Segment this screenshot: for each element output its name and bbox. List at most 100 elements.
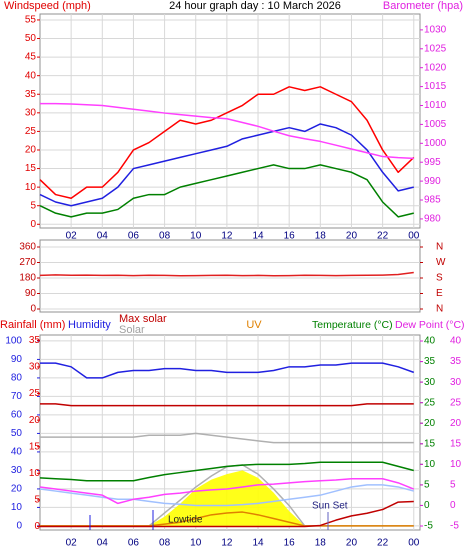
series-line — [39, 484, 414, 507]
y-tick-label: 40 — [450, 336, 462, 347]
plot-area — [39, 13, 421, 229]
series-line — [39, 86, 415, 200]
x-tick-label: 08 — [159, 538, 171, 549]
y-tick-label: 15 — [29, 441, 41, 452]
chart-title: 24 hour graph day : 10 March 2026 — [169, 0, 341, 12]
x-tick-label: 20 — [346, 538, 358, 549]
y-tick-label: 80 — [11, 373, 23, 384]
x-tick-label: 10 — [190, 538, 202, 549]
y-tick-label: 90 — [11, 354, 23, 365]
x-tick-label: 16 — [284, 231, 296, 242]
x-tick-label: 20 — [346, 231, 358, 242]
y-tick-label: 60 — [11, 410, 23, 421]
y-tick-label: 100 — [5, 336, 22, 347]
y-tick-label: 1015 — [424, 81, 447, 92]
y-tick-label: 1010 — [424, 100, 447, 111]
x-tick-label: 12 — [221, 538, 233, 549]
series-line — [39, 271, 414, 277]
y-tick-label: 30 — [11, 465, 23, 476]
y-tick-label: 25 — [450, 397, 462, 408]
y-tick-label: 980 — [424, 214, 441, 225]
x-tick-label: 18 — [315, 231, 327, 242]
y-tick-label: 990 — [424, 176, 441, 187]
y-tick-label: 15 — [25, 163, 37, 174]
y-tick-label: 1005 — [424, 119, 447, 130]
x-tick-label: 00 — [408, 231, 420, 242]
y-tick-label: 30 — [25, 107, 37, 118]
y-tick-label: 270 — [19, 257, 36, 268]
y-tick-label: 0 — [30, 304, 36, 315]
y-tick-label: 35 — [25, 89, 37, 100]
y-tick-label: S — [436, 273, 443, 284]
y-tick-label: 55 — [25, 15, 37, 26]
series-line — [40, 432, 414, 444]
y-tick-label: -5 — [424, 521, 433, 532]
max-solar-label: Max solar — [119, 313, 167, 325]
series-line — [39, 123, 414, 207]
x-tick-label: 06 — [128, 231, 140, 242]
y-tick-label: 35 — [450, 356, 462, 367]
y-tick-label: 20 — [29, 415, 41, 426]
series-line — [39, 461, 414, 482]
x-tick-label: 12 — [221, 231, 233, 242]
uv-label: UV — [246, 319, 262, 331]
y-tick-label: 40 — [25, 70, 37, 81]
y-tick-label: 0 — [16, 521, 22, 532]
y-tick-label: 985 — [424, 195, 441, 206]
x-tick-label: 04 — [97, 231, 109, 242]
y-tick-label: 40 — [11, 447, 23, 458]
y-tick-label: 30 — [29, 362, 41, 373]
y-tick-label: E — [436, 288, 443, 299]
y-tick-label: 15 — [450, 438, 462, 449]
y-tick-label: N — [436, 242, 443, 253]
y-tick-label: 90 — [25, 288, 37, 299]
lowtide-annotation: Lowtide — [168, 515, 203, 526]
x-tick-label: 06 — [128, 538, 140, 549]
y-tick-label: 1000 — [424, 138, 447, 149]
series-line — [39, 477, 415, 505]
y-tick-label: 10 — [450, 459, 462, 470]
y-tick-label: 995 — [424, 157, 441, 168]
y-tick-label: 5 — [30, 200, 36, 211]
series-line — [40, 362, 415, 379]
y-tick-label: 1020 — [424, 62, 447, 73]
x-tick-label: 04 — [97, 538, 109, 549]
y-tick-label: 0 — [450, 500, 456, 511]
x-tick-label: 00 — [408, 538, 420, 549]
humidity-label: Humidity — [68, 319, 111, 331]
x-tick-label: 02 — [66, 231, 78, 242]
temperature-label: Temperature (°C) — [312, 319, 393, 331]
y-tick-label: 35 — [424, 356, 436, 367]
x-tick-label: 22 — [377, 231, 389, 242]
y-tick-label: 70 — [11, 391, 23, 402]
x-tick-label: 10 — [190, 231, 202, 242]
y-tick-label: 25 — [25, 126, 37, 137]
windspeed-label: Windspeed (mph) — [4, 0, 91, 12]
y-tick-label: 20 — [11, 484, 23, 495]
y-tick-label: 1030 — [424, 25, 447, 36]
y-tick-label: 30 — [450, 377, 462, 388]
y-tick-label: 45 — [25, 52, 37, 63]
y-tick-label: 50 — [11, 428, 23, 439]
y-tick-label: 360 — [19, 242, 36, 253]
y-tick-label: 15 — [424, 438, 436, 449]
y-tick-label: 30 — [424, 377, 436, 388]
solar-label: Solar — [119, 324, 145, 336]
series-area — [40, 470, 414, 526]
series-line — [39, 164, 414, 218]
y-tick-label: 20 — [450, 418, 462, 429]
y-tick-label: 180 — [19, 273, 36, 284]
y-tick-label: 0 — [30, 219, 36, 230]
x-tick-label: 14 — [252, 231, 264, 242]
rainfall-label: Rainfall (mm) — [0, 319, 65, 331]
y-tick-label: 40 — [424, 336, 436, 347]
x-tick-label: 02 — [66, 538, 78, 549]
y-tick-label: 25 — [29, 388, 41, 399]
x-tick-label: 08 — [159, 231, 171, 242]
y-tick-label: 35 — [29, 335, 41, 346]
y-tick-label: 10 — [29, 468, 41, 479]
y-tick-label: 5 — [450, 480, 456, 491]
y-tick-label: 1025 — [424, 43, 447, 54]
sunset-annotation: Sun Set — [312, 501, 348, 512]
x-tick-label: 18 — [315, 538, 327, 549]
